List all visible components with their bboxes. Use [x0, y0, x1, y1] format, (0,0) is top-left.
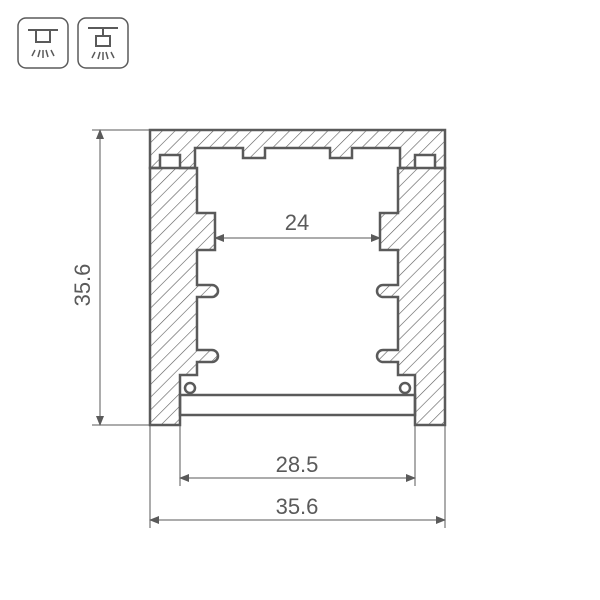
- mount-icon-pendant: [78, 18, 128, 68]
- dim-inner-top-label: 24: [285, 210, 309, 235]
- dim-inner-bottom-label: 28.5: [276, 452, 319, 477]
- mount-icon-ceiling: [18, 18, 68, 68]
- technical-drawing: 35.6 24 28.5 35.6: [0, 0, 600, 600]
- dim-inner-bottom: 28.5: [180, 425, 415, 486]
- dim-height: 35.6: [70, 130, 150, 425]
- dim-inner-top: 24: [215, 210, 380, 250]
- dim-outer-width-label: 35.6: [276, 494, 319, 519]
- dim-height-label: 35.6: [70, 264, 95, 307]
- profile-cross-section: [150, 130, 445, 425]
